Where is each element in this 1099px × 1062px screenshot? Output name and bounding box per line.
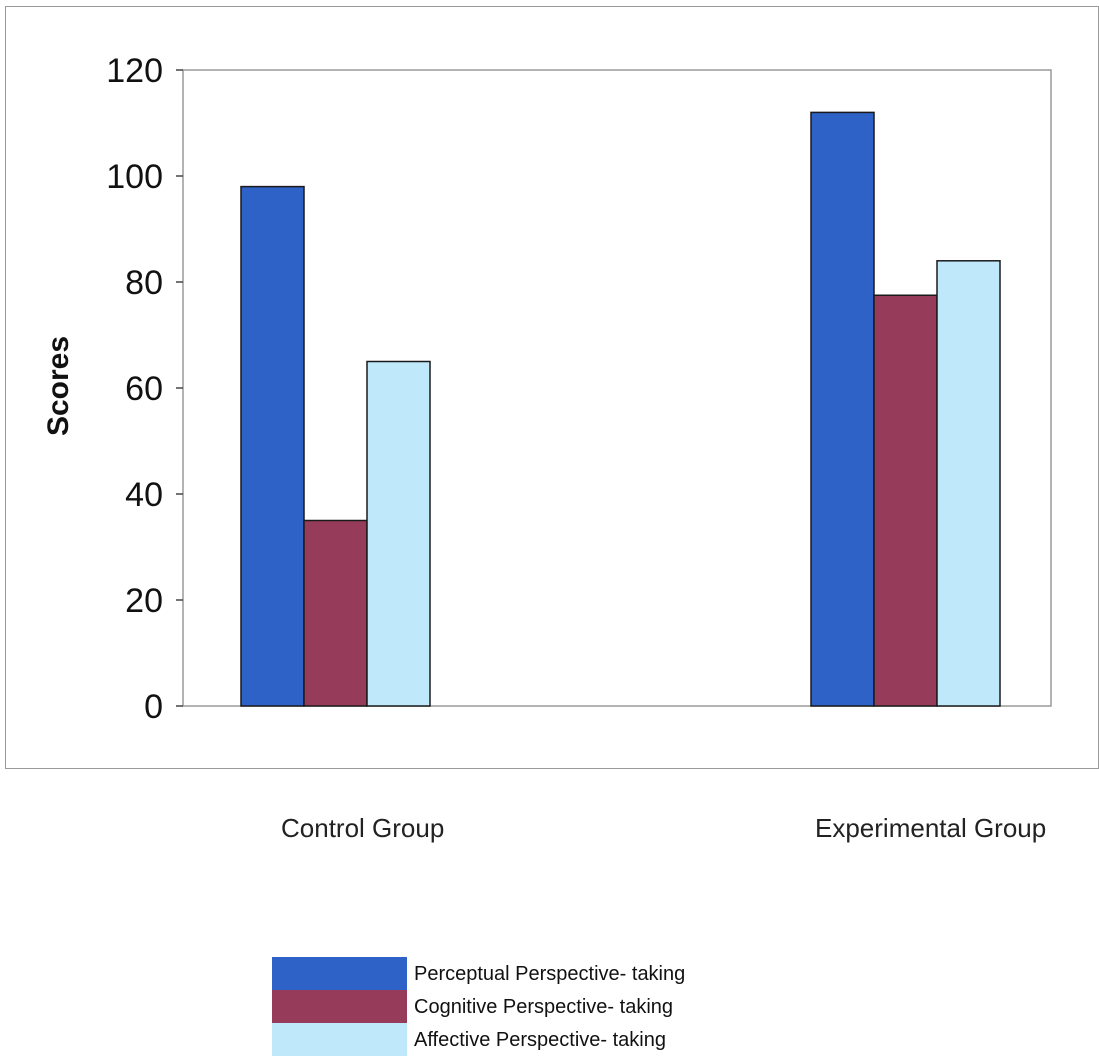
bar-0-0	[240, 185, 305, 707]
bar-1-2	[936, 260, 1001, 707]
bar-1-0	[810, 111, 875, 707]
y-axis-label: Scores	[42, 336, 75, 436]
y-tick-label: 20	[125, 582, 163, 620]
legend-label-perceptual: Perceptual Perspective- taking	[414, 963, 686, 985]
y-tick-label: 100	[106, 158, 163, 196]
legend-swatch-affective	[272, 1023, 407, 1056]
y-tick-label: 80	[125, 264, 163, 302]
legend-label-affective: Affective Perspective- taking	[414, 1029, 666, 1051]
bar-1-1	[873, 294, 938, 707]
bar-0-1	[303, 519, 368, 707]
y-tick-label: 60	[125, 370, 163, 408]
bar-0-2	[366, 360, 431, 707]
category-label-control: Control Group	[281, 813, 445, 843]
y-tick-label: 0	[144, 688, 163, 726]
legend-label-cognitive: Cognitive Perspective- taking	[414, 996, 674, 1018]
bars	[240, 111, 1001, 707]
y-tick-label: 40	[125, 476, 163, 514]
category-label-experimental: Experimental Group	[815, 813, 1047, 843]
legend-swatch-cognitive	[272, 990, 407, 1023]
y-axis-ticks: 0 20 40 60 80 100 120	[106, 52, 183, 726]
legend-swatch-perceptual	[272, 957, 407, 990]
y-tick-label: 120	[106, 52, 163, 90]
